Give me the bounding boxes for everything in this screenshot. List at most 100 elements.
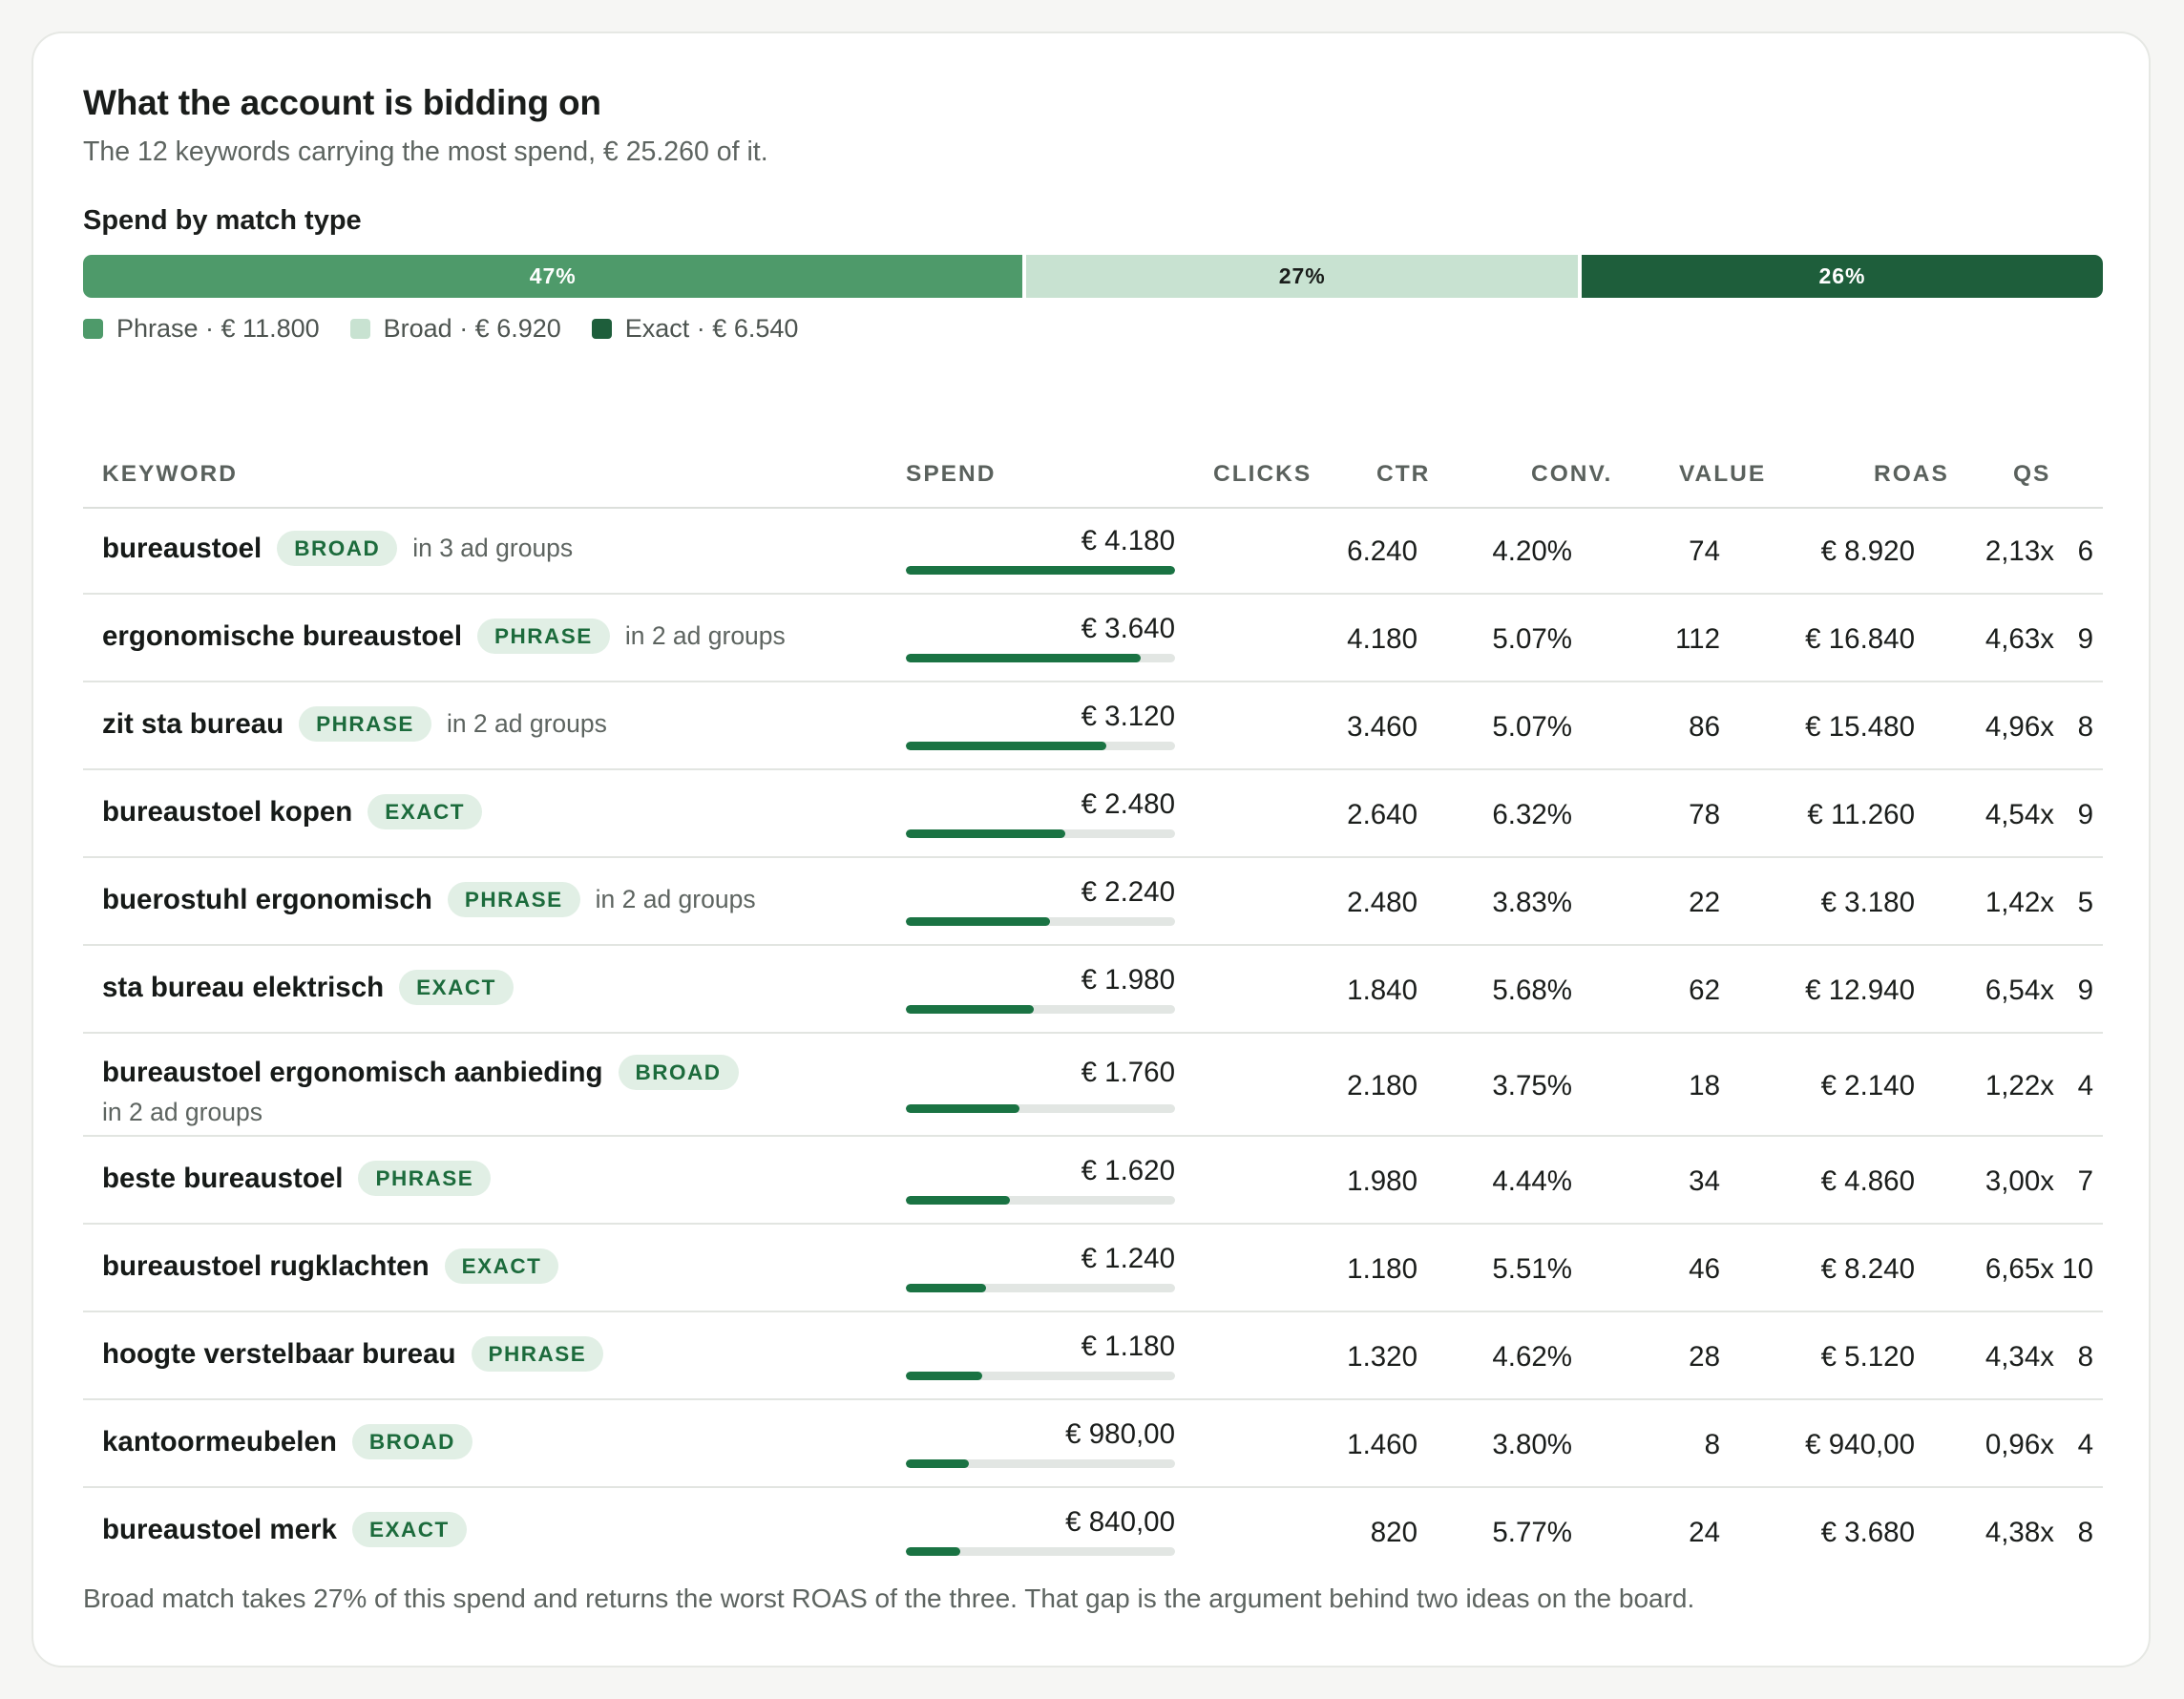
match-type-badge: EXACT bbox=[399, 970, 514, 1005]
legend-swatch bbox=[83, 319, 103, 339]
roas-value: 2,13x bbox=[1984, 535, 2054, 567]
clicks-value: 1.980 bbox=[1347, 1165, 1418, 1197]
ad-groups-note: in 3 ad groups bbox=[412, 534, 574, 562]
table-row[interactable]: kantoormeubelen BROAD € 980,00 1.460 3.80% 8 €… bbox=[83, 1400, 2103, 1488]
ctr-value: 5.07% bbox=[1492, 623, 1572, 655]
table-row[interactable]: buerostuhl ergonomisch PHRASE in 2 ad grou… bbox=[83, 858, 2103, 946]
legend-item: Exact · € 6.540 bbox=[591, 314, 798, 344]
quality-score: 8 bbox=[2077, 711, 2093, 743]
table-row[interactable]: bureaustoel merk EXACT € 840,00 820 5.77% 24 €… bbox=[83, 1488, 2103, 1576]
match-type-badge: BROAD bbox=[277, 531, 398, 566]
ad-groups-note: in 2 ad groups bbox=[446, 709, 607, 738]
keyword-cell: zit sta bureau PHRASE in 2 ad groups bbox=[102, 706, 607, 742]
keyword-cell: bureaustoel rugklachten EXACT bbox=[102, 1248, 559, 1284]
roas-value: 0,96x bbox=[1984, 1429, 2054, 1460]
legend-label: Phrase · € 11.800 bbox=[116, 314, 320, 343]
legend-item: Broad · € 6.920 bbox=[349, 314, 561, 344]
column-header-value[interactable]: VALUE bbox=[1679, 461, 1767, 487]
spend-value: € 1.980 bbox=[1081, 964, 1175, 996]
match-type-badge: EXACT bbox=[444, 1248, 559, 1284]
conversions-value: 28 bbox=[1689, 1341, 1720, 1373]
table-row[interactable]: bureaustoel kopen EXACT € 2.480 2.640 6.32% 7… bbox=[83, 770, 2103, 858]
column-header-roas[interactable]: ROAS bbox=[1874, 461, 1949, 487]
quality-score: 4 bbox=[2077, 1429, 2093, 1460]
keyword-cell: bureaustoel kopen EXACT bbox=[102, 794, 483, 829]
match-type-heading: Spend by match type bbox=[83, 205, 362, 236]
spend-bar-fill bbox=[906, 1372, 982, 1380]
ctr-value: 5.68% bbox=[1492, 975, 1572, 1006]
column-header-ctr[interactable]: CTR bbox=[1376, 461, 1431, 487]
roas-value: 6,65x bbox=[1984, 1253, 2054, 1285]
keyword-cell: hoogte verstelbaar bureau PHRASE bbox=[102, 1336, 604, 1372]
spend-value: € 2.240 bbox=[1081, 876, 1175, 908]
column-header-keyword[interactable]: KEYWORD bbox=[102, 461, 238, 487]
ad-groups-note: in 2 ad groups bbox=[595, 885, 756, 913]
table-row[interactable]: beste bureaustoel PHRASE € 1.620 1.980 4.44%… bbox=[83, 1137, 2103, 1225]
clicks-value: 1.320 bbox=[1347, 1341, 1418, 1373]
ctr-value: 5.07% bbox=[1492, 711, 1572, 743]
clicks-value: 2.480 bbox=[1347, 887, 1418, 918]
spend-bar-track bbox=[906, 829, 1175, 838]
spend-bar-fill bbox=[906, 742, 1107, 750]
table-row[interactable]: zit sta bureau PHRASE in 2 ad groups € 3.12… bbox=[83, 682, 2103, 770]
table-header: KEYWORD SPEND CLICKS CTR CONV. VALUE ROA… bbox=[83, 442, 2103, 509]
conversion-value: € 2.140 bbox=[1820, 1070, 1915, 1101]
table-row[interactable]: ergonomische bureaustoel PHRASE in 2 ad gr… bbox=[83, 595, 2103, 682]
keyword-text: bureaustoel merk bbox=[102, 1513, 337, 1545]
table-row[interactable]: bureaustoel ergonomisch aanbieding BROAD i… bbox=[83, 1034, 2103, 1137]
table-row[interactable]: bureaustoel BROAD in 3 ad groups € 4.180 6.2… bbox=[83, 507, 2103, 595]
conversions-value: 46 bbox=[1689, 1253, 1720, 1285]
ctr-value: 3.83% bbox=[1492, 887, 1572, 918]
ctr-value: 3.75% bbox=[1492, 1070, 1572, 1101]
keyword-text: sta bureau elektrisch bbox=[102, 971, 385, 1003]
roas-value: 3,00x bbox=[1984, 1165, 2054, 1197]
quality-score: 10 bbox=[2062, 1253, 2093, 1285]
roas-value: 1,42x bbox=[1984, 887, 2054, 918]
column-header-clicks[interactable]: CLICKS bbox=[1213, 461, 1312, 487]
conversion-value: € 5.120 bbox=[1820, 1341, 1915, 1373]
quality-score: 5 bbox=[2077, 887, 2093, 918]
spend-bar-fill bbox=[906, 1547, 960, 1556]
column-header-conv[interactable]: CONV. bbox=[1531, 461, 1613, 487]
clicks-value: 1.840 bbox=[1347, 975, 1418, 1006]
match-type-badge: PHRASE bbox=[358, 1161, 492, 1196]
legend-swatch bbox=[591, 319, 612, 339]
keyword-text: hoogte verstelbaar bureau bbox=[102, 1337, 456, 1370]
quality-score: 9 bbox=[2077, 799, 2093, 830]
keyword-cell: bureaustoel merk EXACT bbox=[102, 1512, 467, 1547]
card-title: What the account is bidding on bbox=[83, 83, 601, 122]
clicks-value: 1.180 bbox=[1347, 1253, 1418, 1285]
keyword-cell: beste bureaustoel PHRASE bbox=[102, 1161, 492, 1196]
quality-score: 7 bbox=[2077, 1165, 2093, 1197]
conversions-value: 8 bbox=[1704, 1429, 1720, 1460]
roas-value: 4,34x bbox=[1984, 1341, 2054, 1373]
table-row[interactable]: bureaustoel rugklachten EXACT € 1.240 1.180… bbox=[83, 1225, 2103, 1312]
table-row[interactable]: hoogte verstelbaar bureau PHRASE € 1.180 1.… bbox=[83, 1312, 2103, 1400]
keyword-text: bureaustoel bbox=[102, 532, 262, 564]
conversions-value: 86 bbox=[1689, 711, 1720, 743]
roas-value: 4,96x bbox=[1984, 711, 2054, 743]
clicks-value: 2.640 bbox=[1347, 799, 1418, 830]
conversions-value: 74 bbox=[1689, 535, 1720, 567]
clicks-value: 4.180 bbox=[1347, 623, 1418, 655]
clicks-value: 2.180 bbox=[1347, 1070, 1418, 1101]
column-header-qs[interactable]: QS bbox=[2013, 461, 2051, 487]
match-type-badge: EXACT bbox=[368, 794, 483, 829]
match-type-badge: PHRASE bbox=[447, 882, 580, 917]
ctr-value: 5.77% bbox=[1492, 1517, 1572, 1548]
conversion-value: € 11.260 bbox=[1807, 799, 1915, 830]
match-type-badge: BROAD bbox=[618, 1055, 739, 1090]
spend-bar-track bbox=[906, 1104, 1175, 1113]
conversions-value: 34 bbox=[1689, 1165, 1720, 1197]
keyword-text: buerostuhl ergonomisch bbox=[102, 883, 432, 915]
conversions-value: 78 bbox=[1689, 799, 1720, 830]
spend-value: € 4.180 bbox=[1081, 525, 1175, 556]
spend-bar-track bbox=[906, 1005, 1175, 1014]
column-header-spend[interactable]: SPEND bbox=[906, 461, 997, 487]
match-type-segment: 47% bbox=[83, 255, 1023, 298]
spend-value: € 980,00 bbox=[1065, 1418, 1175, 1450]
spend-bar-fill bbox=[906, 1459, 969, 1468]
clicks-value: 1.460 bbox=[1347, 1429, 1418, 1460]
keyword-cell: ergonomische bureaustoel PHRASE in 2 ad gr… bbox=[102, 619, 786, 654]
table-row[interactable]: sta bureau elektrisch EXACT € 1.980 1.840 5.… bbox=[83, 946, 2103, 1034]
